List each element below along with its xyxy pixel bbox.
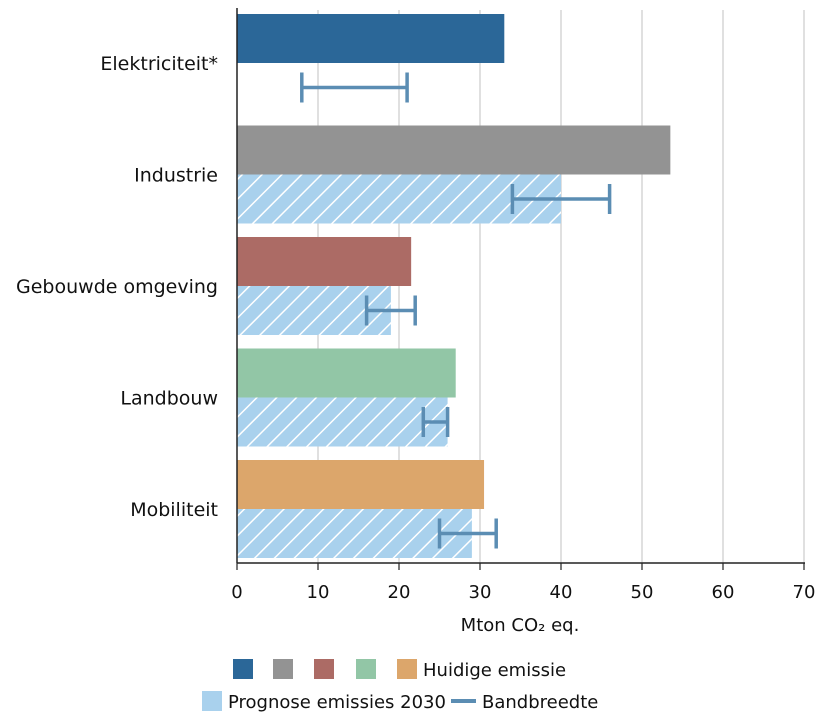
legend-label-5: Prognose emissies 2030 [228,692,446,713]
x-tick-label-10: 10 [307,582,330,603]
x-tick-label-40: 40 [550,582,573,603]
grid-lines [317,10,805,563]
x-tick-label-70: 70 [793,582,816,603]
legend-swatch-0 [233,659,253,679]
bar-huidige-0 [237,14,505,63]
legend-swatch-3 [356,659,376,679]
axes [236,8,805,570]
legend-label-4: Huidige emissie [423,660,566,681]
bar-huidige-3 [237,348,456,398]
legend: Huidige emissie Prognose emissies 2030 Ban… [202,659,598,713]
category-label-4: Mobiliteit [130,499,218,521]
legend-swatch-2 [314,659,334,679]
legend-label-6: Bandbreedte [482,692,598,713]
bar-prognose-1 [237,174,561,224]
legend-swatch-5 [202,691,222,711]
category-label-2: Gebouwde omgeving [16,276,218,298]
category-label-1: Industrie [134,165,218,187]
category-label-3: Landbouw [120,388,218,410]
labels: 0 10 20 30 40 50 60 70 Elektriciteit* Industrie Ge… [16,53,815,603]
legend-swatch-4 [397,659,417,679]
x-tick-label-50: 50 [631,582,654,603]
bar-prognose-4 [237,509,472,558]
bar-prognose-3 [237,397,448,447]
bar-huidige-2 [237,237,412,286]
x-tick-label-60: 60 [712,582,735,603]
bar-huidige-4 [237,460,485,509]
legend-swatch-1 [273,659,293,679]
category-label-0: Elektriciteit* [100,53,218,75]
x-axis-title: Mton CO₂ eq. [461,615,580,636]
x-tick-label-0: 0 [231,582,242,603]
x-tick-label-20: 20 [388,582,411,603]
bars [237,14,671,558]
bar-huidige-1 [237,125,671,175]
x-tick-label-30: 30 [469,582,492,603]
